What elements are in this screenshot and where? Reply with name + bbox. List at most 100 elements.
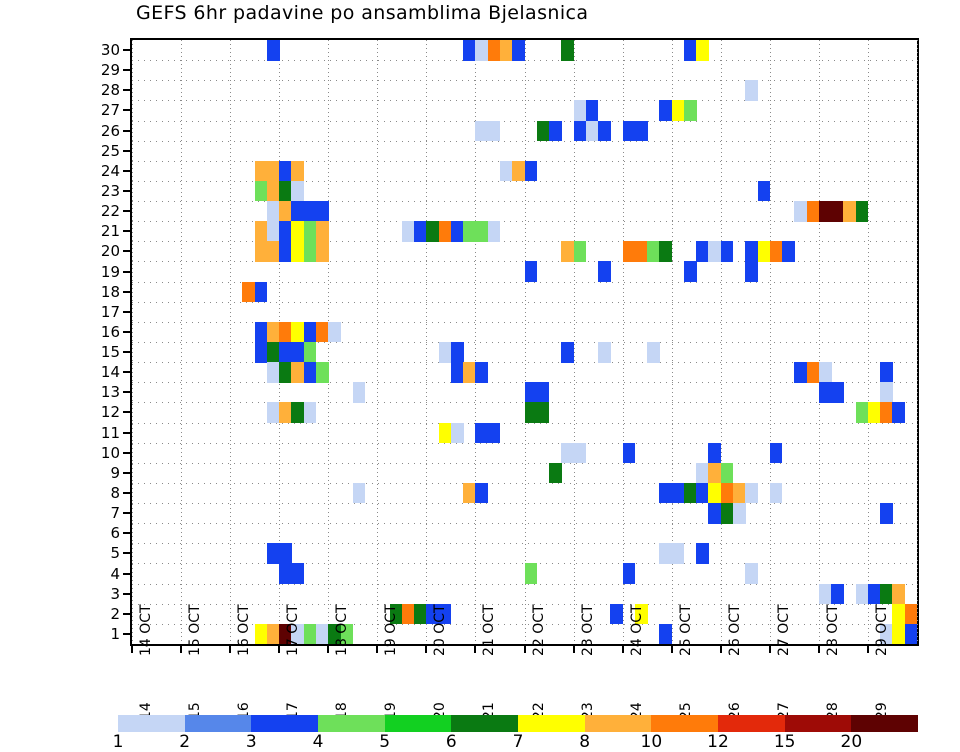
heatmap-cell xyxy=(683,261,697,282)
y-axis-tick xyxy=(123,270,132,273)
colorbar-tick-label: 5 xyxy=(379,732,391,752)
grid-line-horizontal xyxy=(132,80,917,82)
heatmap-cell xyxy=(438,221,452,242)
colorbar-segment[interactable] xyxy=(451,715,519,732)
heatmap-cell xyxy=(867,583,881,605)
y-axis-label: 6 xyxy=(110,524,120,543)
colorbar-segment[interactable] xyxy=(718,715,785,732)
heatmap-cells xyxy=(132,40,918,645)
colorbar-segment[interactable] xyxy=(118,715,185,732)
y-axis-label: 24 xyxy=(100,161,120,180)
x-axis-label: 24 OCT xyxy=(628,604,645,656)
plot-area xyxy=(130,38,919,646)
colorbar-segment[interactable] xyxy=(784,715,852,732)
heatmap-cell xyxy=(475,221,489,242)
y-axis-tick xyxy=(123,290,132,293)
heatmap-cell xyxy=(573,100,587,121)
colorbar-segment[interactable] xyxy=(851,715,919,732)
colorbar-segment[interactable] xyxy=(384,715,452,732)
heatmap-cell xyxy=(450,342,464,363)
heatmap-cell xyxy=(622,563,636,584)
grid-line-horizontal xyxy=(132,180,917,182)
heatmap-cell xyxy=(708,442,722,464)
heatmap-cell xyxy=(303,241,317,262)
heatmap-cell xyxy=(634,120,648,142)
heatmap-cell xyxy=(279,362,292,383)
heatmap-cell xyxy=(254,342,268,363)
heatmap-cell xyxy=(291,241,305,262)
heatmap-cell xyxy=(279,342,292,363)
heatmap-cell xyxy=(389,603,403,625)
colorbar[interactable] xyxy=(118,715,919,732)
y-axis-label: 28 xyxy=(100,81,120,100)
grid-line-horizontal xyxy=(132,60,917,62)
heatmap-cell xyxy=(880,503,893,524)
heatmap-cell xyxy=(831,583,844,605)
colorbar-segment[interactable] xyxy=(318,715,385,732)
y-axis-label: 19 xyxy=(100,262,120,281)
heatmap-cell xyxy=(463,40,476,61)
heatmap-cell xyxy=(279,321,292,343)
heatmap-cell xyxy=(401,221,415,242)
heatmap-cell xyxy=(598,120,611,142)
x-axis-tick xyxy=(376,644,379,653)
colorbar-segment[interactable] xyxy=(251,715,319,732)
x-axis-label: 27 OCT xyxy=(775,604,792,656)
heatmap-cell xyxy=(328,623,341,645)
y-axis-label: 13 xyxy=(100,383,120,402)
heatmap-cell xyxy=(561,442,574,464)
heatmap-cell xyxy=(904,603,918,625)
x-axis-tick xyxy=(474,644,477,653)
heatmap-cell xyxy=(733,482,746,504)
heatmap-cell xyxy=(769,241,783,262)
heatmap-cell xyxy=(745,563,758,584)
heatmap-cell xyxy=(745,261,758,282)
heatmap-cell xyxy=(475,482,489,504)
y-axis-label: 10 xyxy=(100,443,120,462)
colorbar-segment[interactable] xyxy=(184,715,252,732)
colorbar-segment[interactable] xyxy=(518,715,585,732)
heatmap-cell xyxy=(438,342,452,363)
x-axis-label: 22 OCT xyxy=(530,604,547,656)
colorbar-segment[interactable] xyxy=(584,715,652,732)
heatmap-cell xyxy=(254,180,268,202)
heatmap-cell xyxy=(708,462,722,484)
heatmap-cell xyxy=(818,583,832,605)
heatmap-cell xyxy=(892,583,906,605)
heatmap-cell xyxy=(266,180,280,202)
colorbar-segment[interactable] xyxy=(651,715,719,732)
heatmap-cell xyxy=(438,422,452,444)
y-axis-tick xyxy=(123,431,132,434)
x-axis-label: 18 OCT xyxy=(334,604,351,656)
y-axis-label: 5 xyxy=(110,544,120,563)
heatmap-cell xyxy=(303,623,317,645)
grid-line-horizontal xyxy=(132,362,917,364)
heatmap-cell xyxy=(880,402,893,423)
heatmap-cell xyxy=(782,241,795,262)
heatmap-cell xyxy=(291,402,305,423)
heatmap-cell xyxy=(291,180,305,202)
heatmap-cell xyxy=(708,503,722,524)
heatmap-cell xyxy=(524,382,538,403)
heatmap-cell xyxy=(487,40,501,61)
heatmap-cell xyxy=(622,120,636,142)
heatmap-cell xyxy=(671,100,685,121)
heatmap-cell xyxy=(475,40,489,61)
heatmap-cell xyxy=(708,482,722,504)
heatmap-cell xyxy=(475,120,489,142)
grid-line-horizontal xyxy=(132,321,917,323)
grid-line-horizontal xyxy=(132,623,917,625)
y-axis-tick xyxy=(123,169,132,172)
x-axis-tick xyxy=(817,644,820,653)
colorbar-tick-label: 4 xyxy=(312,732,324,752)
y-axis-label: 2 xyxy=(110,604,120,623)
heatmap-cell xyxy=(708,241,722,262)
heatmap-cell xyxy=(683,100,697,121)
heatmap-cell xyxy=(806,201,820,222)
heatmap-cell xyxy=(536,120,550,142)
heatmap-cell xyxy=(279,543,292,564)
colorbar-tick-label: 8 xyxy=(579,732,591,752)
heatmap-cell xyxy=(352,482,366,504)
colorbar-tick-label: 12 xyxy=(707,732,729,752)
heatmap-cell xyxy=(279,402,292,423)
